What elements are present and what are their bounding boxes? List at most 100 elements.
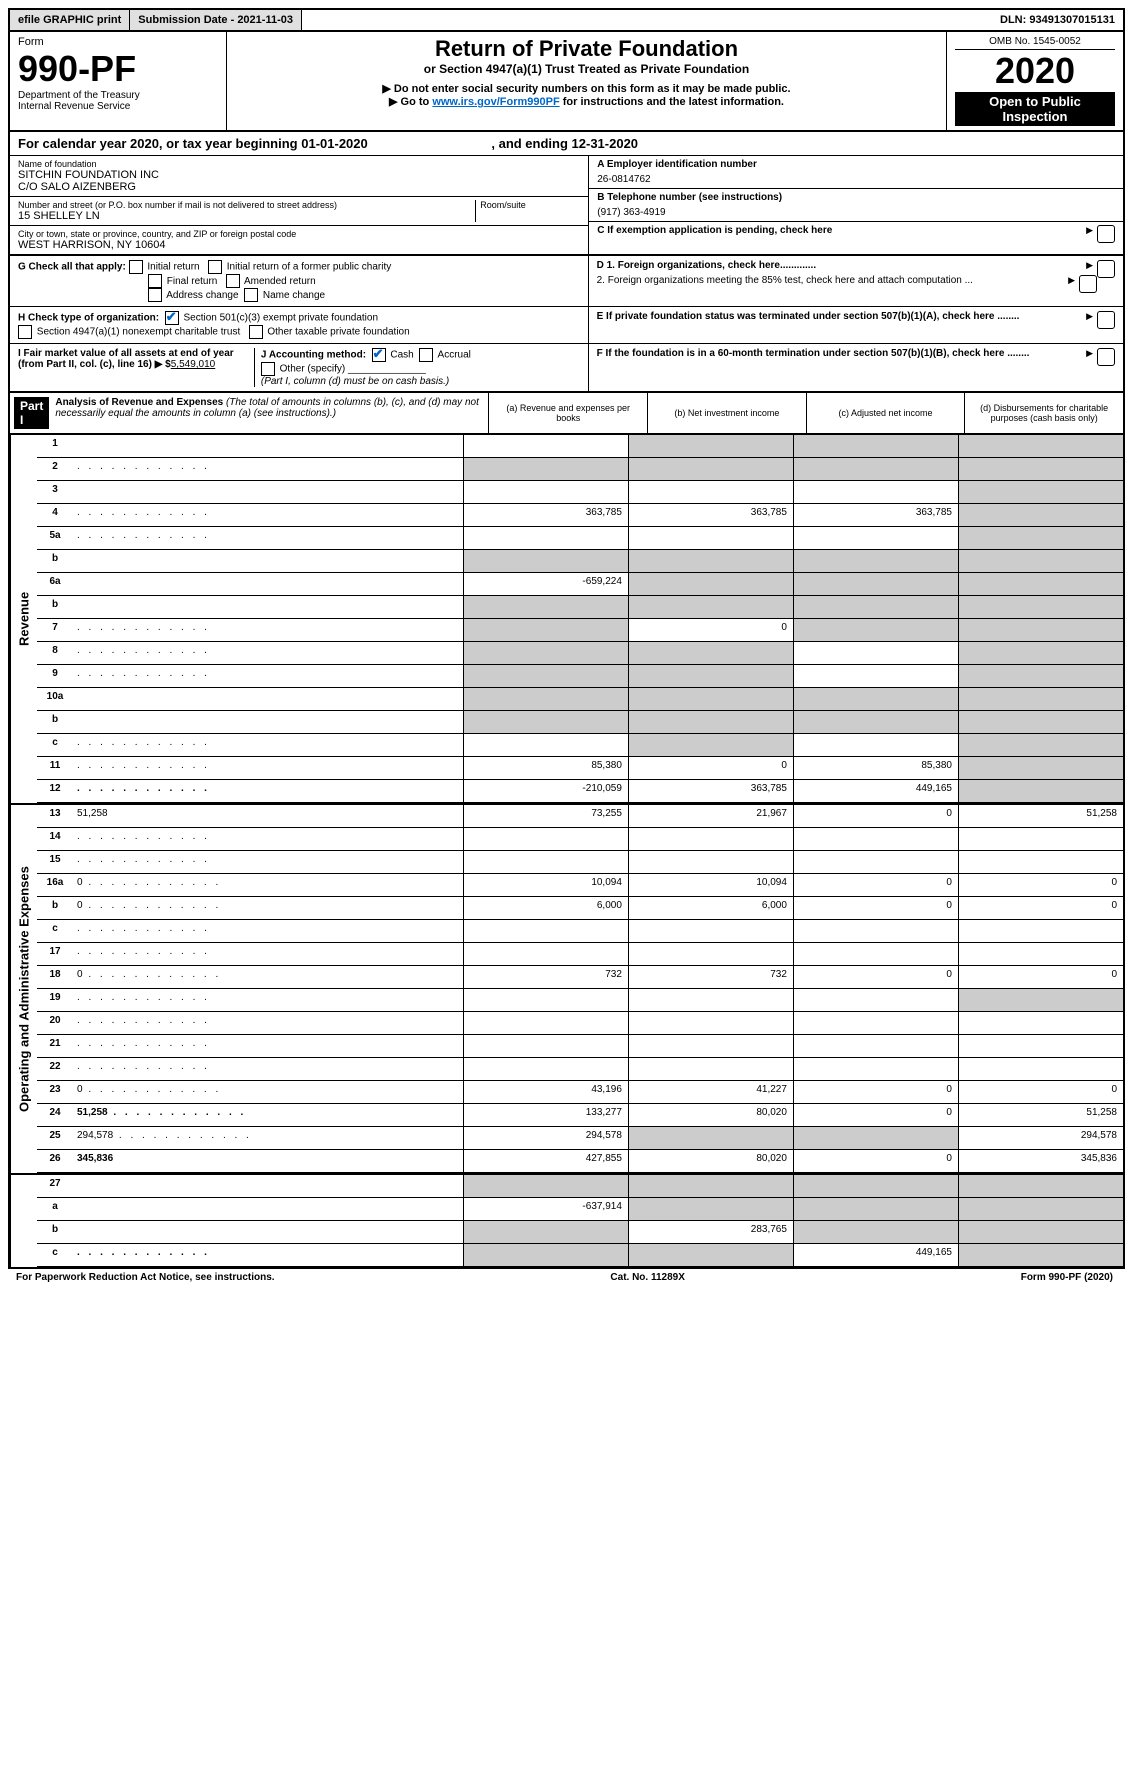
cell-c bbox=[793, 573, 958, 595]
line-description: 345,836 bbox=[73, 1150, 463, 1172]
line-description bbox=[73, 435, 463, 457]
cell-b bbox=[628, 1035, 793, 1057]
cell-a bbox=[463, 1058, 628, 1080]
d1-checkbox[interactable] bbox=[1097, 260, 1115, 278]
line-description bbox=[73, 619, 463, 641]
cell-a: 427,855 bbox=[463, 1150, 628, 1172]
cell-c: 449,165 bbox=[793, 780, 958, 802]
cell-b: 80,020 bbox=[628, 1150, 793, 1172]
table-row: 6a-659,224 bbox=[37, 573, 1123, 596]
cash-checkbox[interactable] bbox=[372, 348, 386, 362]
other-tax-checkbox[interactable] bbox=[249, 325, 263, 339]
table-row: 2451,258133,27780,020051,258 bbox=[37, 1104, 1123, 1127]
table-row: 19 bbox=[37, 989, 1123, 1012]
line-description bbox=[73, 1035, 463, 1057]
cell-d bbox=[958, 527, 1123, 549]
final-return-checkbox[interactable] bbox=[148, 274, 162, 288]
line-description: 51,258 bbox=[73, 1104, 463, 1126]
e-checkbox[interactable] bbox=[1097, 311, 1115, 329]
line-description bbox=[73, 573, 463, 595]
cell-d: 0 bbox=[958, 1081, 1123, 1103]
line-number: 19 bbox=[37, 989, 73, 1011]
line-number: 21 bbox=[37, 1035, 73, 1057]
line-number: b bbox=[37, 596, 73, 618]
s4947-checkbox[interactable] bbox=[18, 325, 32, 339]
line-description: 294,578 bbox=[73, 1127, 463, 1149]
line-description bbox=[73, 550, 463, 572]
line-number: 20 bbox=[37, 1012, 73, 1034]
cell-a bbox=[463, 1035, 628, 1057]
foundation-co: C/O SALO AIZENBERG bbox=[18, 181, 580, 193]
exemption-pending: C If exemption application is pending, c… bbox=[597, 225, 832, 236]
cell-d bbox=[958, 665, 1123, 687]
phone-value: (917) 363-4919 bbox=[597, 207, 1115, 218]
initial-former-checkbox[interactable] bbox=[208, 260, 222, 274]
other-method-checkbox[interactable] bbox=[261, 362, 275, 376]
line-description bbox=[73, 780, 463, 802]
line-number: 7 bbox=[37, 619, 73, 641]
table-row: 9 bbox=[37, 665, 1123, 688]
cell-b bbox=[628, 1127, 793, 1149]
form-footer: Form 990-PF (2020) bbox=[1021, 1272, 1113, 1283]
line-number: 9 bbox=[37, 665, 73, 687]
line-number: 27 bbox=[37, 1175, 73, 1197]
line-number: c bbox=[37, 920, 73, 942]
line-number: b bbox=[37, 1221, 73, 1243]
part1-header-row: Part I Analysis of Revenue and Expenses … bbox=[10, 393, 1123, 435]
line-description bbox=[73, 481, 463, 503]
table-row: 1351,25873,25521,967051,258 bbox=[37, 805, 1123, 828]
cell-d bbox=[958, 435, 1123, 457]
table-row: 2 bbox=[37, 458, 1123, 481]
cell-c: 0 bbox=[793, 1104, 958, 1126]
name-change-checkbox[interactable] bbox=[244, 288, 258, 302]
cell-c bbox=[793, 1035, 958, 1057]
col-b-header: (b) Net investment income bbox=[647, 393, 806, 433]
cell-c bbox=[793, 642, 958, 664]
cell-b bbox=[628, 1198, 793, 1220]
table-row: 14 bbox=[37, 828, 1123, 851]
cell-a: 294,578 bbox=[463, 1127, 628, 1149]
cell-b bbox=[628, 458, 793, 480]
cell-a bbox=[463, 596, 628, 618]
cell-d bbox=[958, 1198, 1123, 1220]
line-description bbox=[73, 688, 463, 710]
line-number: 14 bbox=[37, 828, 73, 850]
cell-c bbox=[793, 458, 958, 480]
form-number: 990-PF bbox=[18, 48, 218, 90]
cell-a: 85,380 bbox=[463, 757, 628, 779]
cell-b bbox=[628, 1244, 793, 1266]
line-description bbox=[73, 1198, 463, 1220]
accrual-checkbox[interactable] bbox=[419, 348, 433, 362]
line-description bbox=[73, 734, 463, 756]
s501-checkbox[interactable] bbox=[165, 311, 179, 325]
cell-d bbox=[958, 989, 1123, 1011]
efile-button[interactable]: efile GRAPHIC print bbox=[10, 10, 130, 30]
form-url-link[interactable]: www.irs.gov/Form990PF bbox=[432, 96, 559, 108]
addr-change-checkbox[interactable] bbox=[148, 288, 162, 302]
room-label: Room/suite bbox=[480, 200, 580, 210]
initial-return-checkbox[interactable] bbox=[129, 260, 143, 274]
cell-a: -210,059 bbox=[463, 780, 628, 802]
cell-d bbox=[958, 1012, 1123, 1034]
box-c-checkbox[interactable] bbox=[1097, 225, 1115, 243]
street-address: 15 SHELLEY LN bbox=[18, 210, 475, 222]
i-j-row: I Fair market value of all assets at end… bbox=[10, 344, 1123, 393]
cell-c bbox=[793, 481, 958, 503]
f-checkbox[interactable] bbox=[1097, 348, 1115, 366]
cell-c bbox=[793, 851, 958, 873]
cell-b bbox=[628, 550, 793, 572]
cell-d bbox=[958, 1221, 1123, 1243]
cell-a bbox=[463, 527, 628, 549]
d2-checkbox[interactable] bbox=[1079, 275, 1097, 293]
table-row: 12-210,059363,785449,165 bbox=[37, 780, 1123, 803]
cell-c bbox=[793, 943, 958, 965]
h-label: H Check type of organization: bbox=[18, 313, 159, 324]
cell-d bbox=[958, 1244, 1123, 1266]
cell-c: 363,785 bbox=[793, 504, 958, 526]
cell-d bbox=[958, 596, 1123, 618]
line-description: 51,258 bbox=[73, 805, 463, 827]
cell-c bbox=[793, 734, 958, 756]
amended-checkbox[interactable] bbox=[226, 274, 240, 288]
line-description: 0 bbox=[73, 897, 463, 919]
open-public-badge: Open to Public Inspection bbox=[955, 92, 1115, 126]
